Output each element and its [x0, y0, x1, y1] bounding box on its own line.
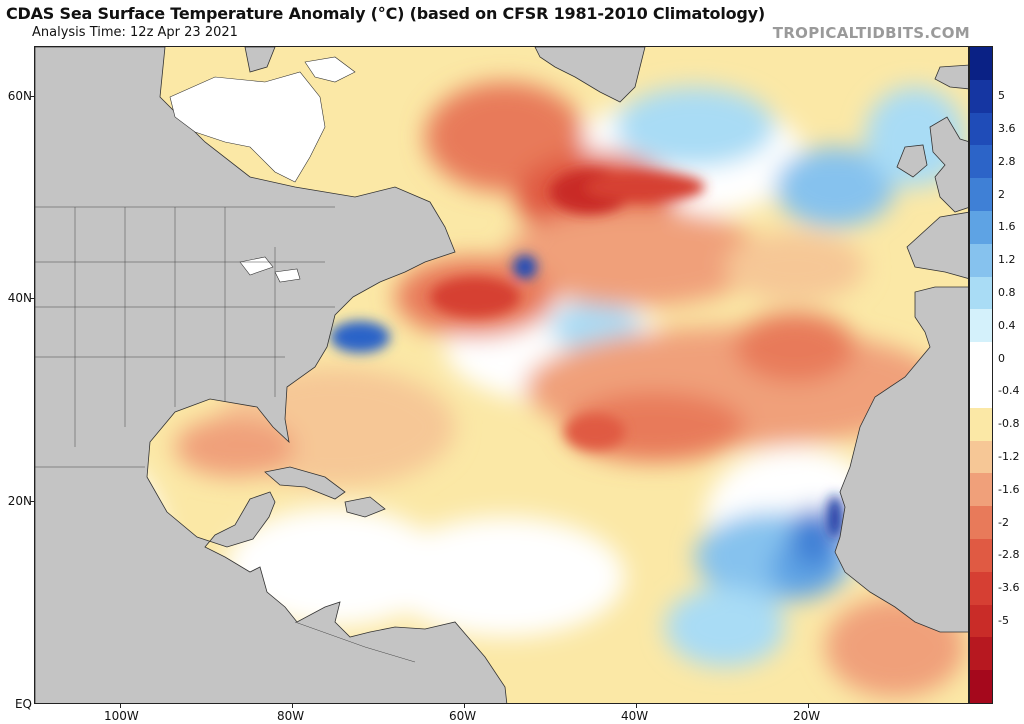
- anomaly-cores: [330, 170, 843, 539]
- lat-tick: [30, 298, 34, 299]
- colorbar-segment: [970, 211, 992, 245]
- colorbar-label: -2: [998, 515, 1009, 529]
- colorbar-segment: [970, 79, 992, 114]
- lat-label-40n: 40N: [7, 291, 32, 305]
- colorbar-segment: [970, 473, 992, 507]
- colorbar-segment: [970, 407, 992, 442]
- colorbar-label: -1.2: [998, 450, 1020, 463]
- lon-tick: [464, 704, 465, 708]
- colorbar-label: 1.2: [998, 253, 1016, 267]
- colorbar-label: -0.4: [998, 384, 1020, 398]
- lat-label-20n: 20N: [7, 494, 32, 508]
- lat-label-60n: 60N: [7, 89, 32, 103]
- colorbar-segment: [970, 112, 992, 146]
- lon-tick: [120, 704, 121, 708]
- lon-label-20w: 20W: [793, 709, 821, 723]
- colorbar-segment: [970, 375, 992, 409]
- colorbar-segment: [970, 47, 992, 81]
- colorbar-segment: [970, 670, 992, 704]
- colorbar-label: 1.6: [998, 220, 1016, 234]
- colorbar-segment: [970, 309, 992, 343]
- colorbar-segment: [970, 637, 992, 671]
- lon-label-60w: 60W: [449, 709, 477, 723]
- colorbar-label: 0: [998, 351, 1005, 365]
- colorbar-label: 3.6: [998, 122, 1016, 135]
- sst-anomaly-map: [34, 46, 969, 704]
- colorbar-label: -5: [998, 614, 1009, 627]
- lon-label-100w: 100W: [104, 709, 139, 723]
- colorbar-label: 0.8: [998, 286, 1016, 299]
- political-boundaries: [35, 206, 416, 663]
- colorbar-label: 2: [998, 187, 1005, 201]
- lon-tick: [636, 704, 637, 708]
- colorbar-segment: [970, 506, 992, 540]
- colorbar-label: 5: [998, 89, 1005, 103]
- colorbar: [969, 46, 993, 704]
- colorbar-segment: [970, 276, 992, 310]
- lat-tick: [30, 96, 34, 97]
- site-brand: TROPICALTIDBITS.COM: [772, 24, 970, 42]
- lat-label-eq: EQ: [14, 697, 32, 711]
- colorbar-label: -3.6: [998, 581, 1020, 595]
- lon-tick: [808, 704, 809, 708]
- colorbar-label: 2.8: [998, 154, 1016, 168]
- colorbar-segment: [970, 539, 992, 573]
- land-masses: [35, 47, 968, 703]
- lon-label-40w: 40W: [621, 709, 649, 723]
- colorbar-label: -0.8: [998, 417, 1020, 431]
- colorbar-segment: [970, 342, 992, 376]
- colorbar-segment: [970, 145, 992, 179]
- lon-tick: [292, 704, 293, 708]
- sst-anomaly-field: [35, 47, 968, 703]
- colorbar-segment: [970, 604, 992, 638]
- colorbar-label: -2.8: [998, 548, 1020, 562]
- colorbar-segment: [970, 178, 992, 212]
- colorbar-segment: [970, 440, 992, 474]
- lon-label-80w: 80W: [277, 709, 305, 723]
- ice-and-lakes: [169, 56, 356, 283]
- colorbar-segment: [970, 243, 992, 278]
- analysis-time: Analysis Time: 12z Apr 23 2021: [32, 25, 238, 40]
- colorbar-label: -1.6: [998, 482, 1020, 496]
- colorbar-segment: [970, 571, 992, 606]
- map-title: CDAS Sea Surface Temperature Anomaly (°C…: [6, 4, 765, 23]
- colorbar-label: 0.4: [998, 318, 1016, 332]
- lat-tick: [30, 501, 34, 502]
